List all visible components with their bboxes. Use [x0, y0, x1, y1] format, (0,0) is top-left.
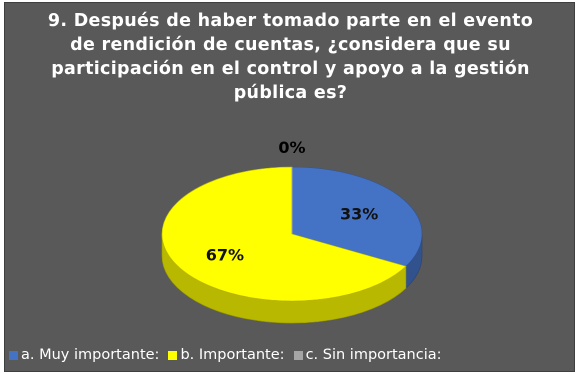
legend-label-muy-importante: a. Muy importante:: [21, 347, 160, 363]
chart-area: 9. Después de haber tomado parte en el e…: [4, 2, 575, 372]
chart-title: 9. Después de haber tomado parte en el e…: [5, 9, 576, 105]
legend-entry-importante: b. Importante:: [168, 347, 285, 363]
pie-slice-1: [161, 166, 407, 302]
data-label-2: 0%: [278, 138, 305, 157]
data-label-1: 67%: [206, 245, 244, 264]
legend-entry-sin-importancia: c. Sin importancia:: [293, 347, 442, 363]
legend-swatch-sin-importancia: [293, 350, 303, 360]
chart-title-line-4: pública es?: [233, 83, 348, 103]
chart-title-line-3: participación en el control y apoyo a la…: [51, 59, 530, 79]
legend: a. Muy importante: b. Importante: c. Sin…: [9, 344, 451, 366]
legend-swatch-importante: [168, 350, 178, 360]
legend-label-sin-importancia: c. Sin importancia:: [305, 347, 442, 363]
legend-swatch-muy-importante: [9, 350, 18, 360]
chart-title-line-2: de rendición de cuentas, ¿considera que …: [70, 35, 511, 55]
chart-title-line-1: 9. Después de haber tomado parte en el e…: [47, 11, 534, 31]
pie-chart: 33% 67% 0%: [161, 138, 423, 324]
pie-slice-0: [291, 166, 423, 267]
legend-entry-muy-importante: a. Muy importante:: [9, 347, 159, 363]
legend-label-importante: b. Importante:: [180, 347, 285, 363]
data-label-0: 33%: [340, 205, 378, 224]
